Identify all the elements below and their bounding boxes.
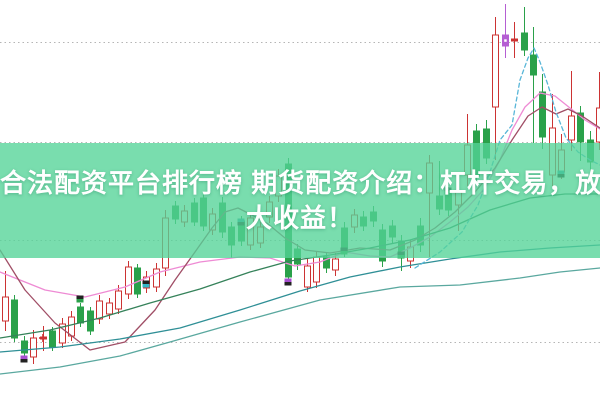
- promo-banner-line2: 大收益！: [245, 202, 354, 233]
- candle-body: [304, 265, 311, 288]
- candle-body: [68, 316, 75, 337]
- candle-body: [115, 290, 122, 310]
- candle-body: [596, 107, 600, 143]
- trade-marker: [76, 295, 84, 299]
- promo-banner: 合法配资平台排行榜 期货配资介绍：杠杆交易，放 大收益！: [0, 143, 600, 258]
- candle-body: [49, 330, 56, 348]
- candle-body: [521, 32, 528, 51]
- candle-body: [106, 302, 113, 315]
- candle-body: [577, 112, 584, 143]
- candle-body: [539, 91, 546, 138]
- candle-body: [96, 300, 103, 320]
- trade-marker: [284, 278, 292, 282]
- candle-body: [59, 323, 66, 344]
- trade-marker: [20, 355, 28, 359]
- candle-body: [125, 266, 132, 295]
- candle-body: [313, 256, 320, 283]
- ma-teal-slow: [0, 267, 600, 375]
- candle-body: [2, 296, 9, 322]
- candle-body: [11, 299, 18, 339]
- trade-marker: [20, 359, 28, 363]
- candle-body: [77, 306, 84, 324]
- promo-banner-line1: 合法配资平台排行榜 期货配资介绍：杠杆交易，放: [0, 167, 600, 198]
- candle-dot: [504, 39, 507, 42]
- candle-body: [530, 54, 537, 76]
- candle-body: [332, 258, 339, 271]
- candle-body: [492, 34, 499, 108]
- candle-body: [153, 268, 160, 288]
- trade-marker: [142, 280, 150, 284]
- candle-body: [30, 337, 37, 358]
- trade-marker: [142, 284, 150, 288]
- trade-marker: [284, 282, 292, 286]
- candle-body: [21, 340, 28, 354]
- candle-body: [511, 38, 518, 42]
- candle-body: [568, 115, 575, 141]
- trade-marker: [76, 299, 84, 303]
